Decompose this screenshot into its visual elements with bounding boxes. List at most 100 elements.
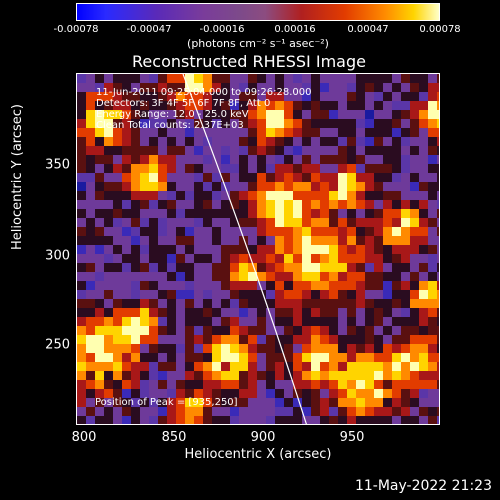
heatmap-cell bbox=[86, 137, 95, 146]
heatmap-cell bbox=[194, 164, 203, 173]
heatmap-cell bbox=[140, 209, 149, 218]
heatmap-cell bbox=[86, 380, 95, 389]
heatmap-cell bbox=[356, 344, 365, 353]
heatmap-cell bbox=[104, 110, 113, 119]
heatmap-cell bbox=[212, 407, 221, 416]
heatmap-cell bbox=[239, 416, 248, 424]
heatmap-cell bbox=[365, 119, 374, 128]
heatmap-cell bbox=[104, 227, 113, 236]
heatmap-cell bbox=[338, 281, 347, 290]
heatmap-cell bbox=[239, 74, 248, 83]
heatmap-cell bbox=[77, 191, 86, 200]
heatmap-cell bbox=[428, 407, 437, 416]
heatmap-cell bbox=[437, 344, 439, 353]
heatmap-cell bbox=[149, 407, 158, 416]
heatmap-cell bbox=[419, 191, 428, 200]
heatmap-cell bbox=[311, 344, 320, 353]
heatmap-cell bbox=[95, 119, 104, 128]
heatmap-cell bbox=[122, 272, 131, 281]
heatmap-cell bbox=[257, 83, 266, 92]
heatmap-cell bbox=[437, 317, 439, 326]
heatmap-cell bbox=[104, 317, 113, 326]
heatmap-cell bbox=[392, 254, 401, 263]
heatmap-cell bbox=[95, 83, 104, 92]
heatmap-cell bbox=[185, 128, 194, 137]
heatmap-cell bbox=[392, 317, 401, 326]
heatmap-cell bbox=[320, 110, 329, 119]
heatmap-cell bbox=[185, 173, 194, 182]
heatmap-cell bbox=[140, 74, 149, 83]
heatmap-cell bbox=[419, 389, 428, 398]
info-counts: Clean Total counts: 2.37E+03 bbox=[96, 120, 244, 131]
heatmap-cell bbox=[230, 101, 239, 110]
heatmap-cell bbox=[392, 353, 401, 362]
heatmap-cell bbox=[149, 119, 158, 128]
heatmap-cell bbox=[347, 209, 356, 218]
heatmap-cell bbox=[284, 209, 293, 218]
heatmap-cell bbox=[230, 362, 239, 371]
heatmap-cell bbox=[113, 389, 122, 398]
heatmap-cell bbox=[392, 299, 401, 308]
heatmap-cell bbox=[149, 236, 158, 245]
heatmap-cell bbox=[221, 227, 230, 236]
heatmap-cell bbox=[365, 227, 374, 236]
heatmap-cell bbox=[122, 380, 131, 389]
heatmap-cell bbox=[122, 200, 131, 209]
heatmap-cell bbox=[140, 371, 149, 380]
heatmap-cell bbox=[428, 380, 437, 389]
heatmap-cell bbox=[365, 344, 374, 353]
heatmap-cell bbox=[374, 119, 383, 128]
heatmap-cell bbox=[185, 416, 194, 424]
heatmap-cell bbox=[158, 353, 167, 362]
heatmap-cell bbox=[374, 344, 383, 353]
heatmap-cell bbox=[383, 110, 392, 119]
heatmap-cell bbox=[113, 281, 122, 290]
heatmap-cell bbox=[311, 317, 320, 326]
heatmap-cell bbox=[293, 299, 302, 308]
heatmap-cell bbox=[248, 182, 257, 191]
heatmap-cell bbox=[275, 416, 284, 424]
heatmap-cell bbox=[185, 254, 194, 263]
heatmap-cell bbox=[374, 254, 383, 263]
heatmap-cell bbox=[392, 281, 401, 290]
heatmap-cell bbox=[383, 227, 392, 236]
heatmap-cell bbox=[374, 92, 383, 101]
heatmap-cell bbox=[212, 335, 221, 344]
heatmap-cell bbox=[383, 245, 392, 254]
heatmap-cell bbox=[356, 317, 365, 326]
heatmap-cell bbox=[365, 137, 374, 146]
heatmap-cell bbox=[203, 119, 212, 128]
heatmap-cell bbox=[302, 254, 311, 263]
heatmap-cell bbox=[365, 299, 374, 308]
heatmap-cell bbox=[131, 254, 140, 263]
heatmap-cell bbox=[392, 155, 401, 164]
heatmap-cell bbox=[284, 101, 293, 110]
heatmap-cell bbox=[374, 209, 383, 218]
heatmap-cell bbox=[401, 371, 410, 380]
heatmap-cell bbox=[410, 83, 419, 92]
heatmap-cell bbox=[194, 74, 203, 83]
heatmap-cell bbox=[185, 218, 194, 227]
heatmap-cell bbox=[77, 326, 86, 335]
heatmap-cell bbox=[419, 101, 428, 110]
heatmap-cell bbox=[122, 227, 131, 236]
heatmap-cell bbox=[329, 362, 338, 371]
heatmap-cell bbox=[77, 218, 86, 227]
heatmap-cell bbox=[410, 110, 419, 119]
heatmap-cell bbox=[437, 74, 439, 83]
heatmap-cell bbox=[320, 128, 329, 137]
heatmap-cell bbox=[149, 155, 158, 164]
heatmap-cell bbox=[104, 371, 113, 380]
heatmap-cell bbox=[356, 119, 365, 128]
heatmap-cell bbox=[86, 92, 95, 101]
heatmap-cell bbox=[176, 128, 185, 137]
heatmap-cell bbox=[311, 119, 320, 128]
heatmap-cell bbox=[131, 263, 140, 272]
heatmap-cell bbox=[113, 101, 122, 110]
heatmap-cell bbox=[239, 281, 248, 290]
heatmap-cell bbox=[302, 182, 311, 191]
heatmap-cell bbox=[419, 407, 428, 416]
heatmap-cell bbox=[293, 245, 302, 254]
heatmap-cell bbox=[365, 182, 374, 191]
heatmap-cell bbox=[203, 83, 212, 92]
